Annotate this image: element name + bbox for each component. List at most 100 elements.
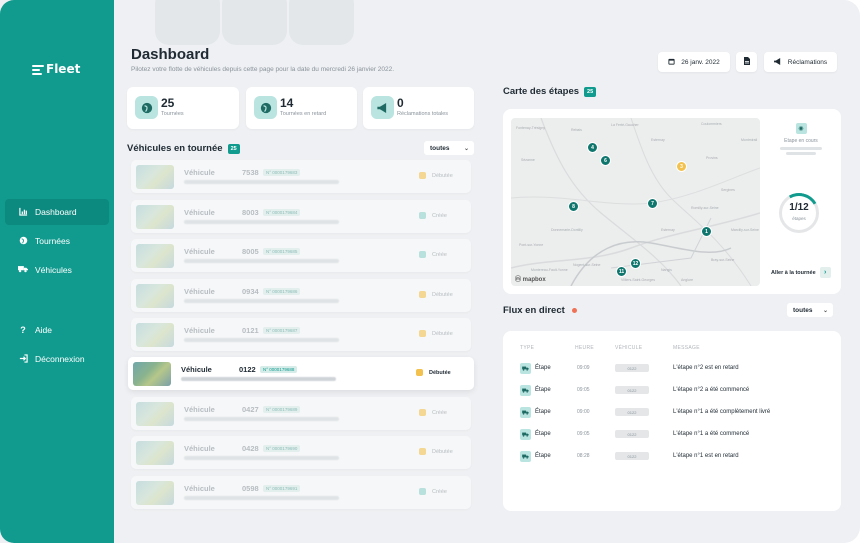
table-row[interactable]: Véhicule 0121 N° 0000179687 Débutée: [131, 318, 471, 351]
map-place-label: Rebais: [571, 128, 582, 132]
vehicle-id-badge: N° 0000179684: [263, 209, 301, 216]
status-badge: Créée: [419, 488, 447, 495]
vehicle-number: 0598: [242, 484, 259, 493]
vehicle-thumbnail: [136, 244, 174, 268]
map-credit: mapbox: [522, 277, 546, 283]
sidebar-item-dashboard[interactable]: Dashboard: [5, 199, 109, 225]
sidebar-item-deconnexion[interactable]: Déconnexion: [5, 346, 109, 372]
vehicle-number: 0934: [242, 287, 259, 296]
vehicle-label: Véhicule: [184, 287, 215, 296]
map-pin[interactable]: 1: [701, 226, 712, 237]
map-pin[interactable]: 6: [600, 155, 611, 166]
stat-card-reclamations: 0 Réclamations totales: [363, 87, 474, 129]
map-place-label: Villiers-Saint-Georges: [621, 278, 655, 282]
stat-label: Tournées: [161, 111, 184, 117]
sidebar-item-vehicules[interactable]: Véhicules: [5, 257, 109, 283]
section-title-text: Carte des étapes: [503, 86, 580, 97]
vehicle-id-badge: N° 0000179690: [263, 445, 301, 452]
table-row[interactable]: Étape 09:05 0122 L'étape n°2 a été commencé: [520, 381, 830, 403]
map-pin[interactable]: 4: [587, 142, 598, 153]
event-hour: 09:05: [577, 431, 590, 437]
status-dot: [419, 409, 426, 416]
page-title: Dashboard: [131, 46, 210, 63]
status-dot: [419, 212, 426, 219]
map-place-label: Marcilly-sur-Seine: [731, 228, 760, 232]
flux-table: TYPE HEURE VÉHICULE MESSAGE Étape 09:09 01…: [503, 331, 841, 511]
map-pin[interactable]: 11: [616, 266, 627, 277]
date-label: 26 janv. 2022: [681, 58, 720, 66]
map-pin[interactable]: 12: [630, 258, 641, 269]
event-message: L'étape n°1 a été commencé: [673, 431, 750, 437]
map-pin[interactable]: 8: [568, 201, 579, 212]
table-row[interactable]: Étape 09:09 0122 L'étape n°2 est en retard: [520, 359, 830, 381]
status-dot: [416, 369, 423, 376]
event-type: Étape: [535, 453, 551, 459]
table-row[interactable]: Véhicule 0598 N° 0000179691 Créée: [131, 476, 471, 509]
column-header: HEURE: [575, 345, 595, 351]
logout-icon: [17, 353, 29, 365]
event-message: L'étape n°1 a été complètement livré: [673, 409, 771, 415]
table-row[interactable]: Véhicule 0934 N° 0000179686 Débutée: [131, 279, 471, 312]
vehicle-thumbnail: [136, 481, 174, 505]
sidebar-item-aide[interactable]: ? Aide: [5, 317, 109, 343]
map-place-label: Pont-sur-Yonne: [519, 243, 544, 247]
table-row[interactable]: Véhicule 8005 N° 0000179685 Créée: [131, 239, 471, 272]
map[interactable]: Fontenay-Trésigny Coulommiers Provins Monte…: [511, 118, 760, 286]
event-type: Étape: [535, 387, 551, 393]
vehicle-label: Véhicule: [184, 405, 215, 414]
status-label: Débutée: [429, 369, 451, 376]
flux-section-title: Flux en direct: [503, 305, 577, 316]
vehicle-address: [184, 220, 339, 224]
vehicle-address: [181, 377, 336, 381]
table-row[interactable]: Étape 09:05 0122 L'étape n°1 a été commencé: [520, 425, 830, 447]
table-row[interactable]: Étape 09:00 0122 L'étape n°1 a été complète…: [520, 403, 830, 425]
sidebar-item-label: Véhicules: [35, 265, 72, 275]
table-row[interactable]: Véhicule 0122 N° 0000179688 Débutée: [128, 357, 474, 390]
event-hour: 08:28: [577, 453, 590, 459]
logo-text: Fleet: [46, 62, 81, 76]
logo[interactable]: Fleet: [32, 62, 81, 76]
vehicle-number: 7538: [242, 168, 259, 177]
table-row[interactable]: Véhicule 0427 N° 0000179689 Créée: [131, 397, 471, 430]
reclamations-button[interactable]: Réclamations: [764, 52, 837, 72]
mapbox-logo: ⓜ mapbox: [515, 277, 546, 283]
status-badge: Débutée: [416, 369, 451, 376]
status-dot: [419, 291, 426, 298]
status-dot: [419, 448, 426, 455]
progress-ring-track: [779, 193, 819, 233]
vehicle-number: 0428: [242, 444, 259, 453]
progress-ring-arc: [774, 188, 824, 238]
table-row[interactable]: Véhicule 8003 N° 0000179684 Créée: [131, 200, 471, 233]
map-pin[interactable]: 7: [647, 198, 658, 209]
map-pin[interactable]: 3: [676, 161, 687, 172]
vehicle-number: 0427: [242, 405, 259, 414]
event-vehicle: 0122: [615, 430, 649, 438]
status-dot: [419, 330, 426, 337]
vehicle-number: 8005: [242, 247, 259, 256]
megaphone-icon: [371, 96, 394, 119]
go-to-tour-link[interactable]: Aller à la tournée ›: [771, 267, 831, 278]
table-row[interactable]: Véhicule 7538 N° 0000179683 Débutée: [131, 160, 471, 193]
status-dot: [419, 172, 426, 179]
stat-value: 25: [161, 96, 175, 110]
background-shape: [155, 0, 220, 45]
vehicle-label: Véhicule: [184, 247, 215, 256]
sidebar-item-tournees[interactable]: Tournées: [5, 228, 109, 254]
table-row[interactable]: Étape 08:28 0122 L'étape n°1 est en retard: [520, 447, 830, 469]
flux-filter-select[interactable]: toutes ⌄: [787, 303, 833, 317]
date-button[interactable]: 26 janv. 2022: [658, 52, 730, 72]
vehicles-filter-select[interactable]: toutes ⌄: [424, 141, 474, 155]
current-step-address: [780, 147, 822, 150]
vehicle-address: [184, 456, 339, 460]
table-row[interactable]: Véhicule 0428 N° 0000179690 Débutée: [131, 436, 471, 469]
vehicle-thumbnail: [136, 284, 174, 308]
vehicle-id-badge: N° 0000179688: [260, 366, 298, 373]
export-button[interactable]: [736, 52, 757, 72]
chevron-right-icon: ›: [819, 267, 831, 278]
vehicles-section-title: Véhicules en tournée 25: [127, 143, 240, 154]
pin-icon: ◉: [795, 123, 807, 134]
event-message: L'étape n°1 est en retard: [673, 453, 739, 459]
map-place-label: La Ferté-Gaucher: [611, 123, 639, 127]
select-value: toutes: [793, 306, 813, 314]
